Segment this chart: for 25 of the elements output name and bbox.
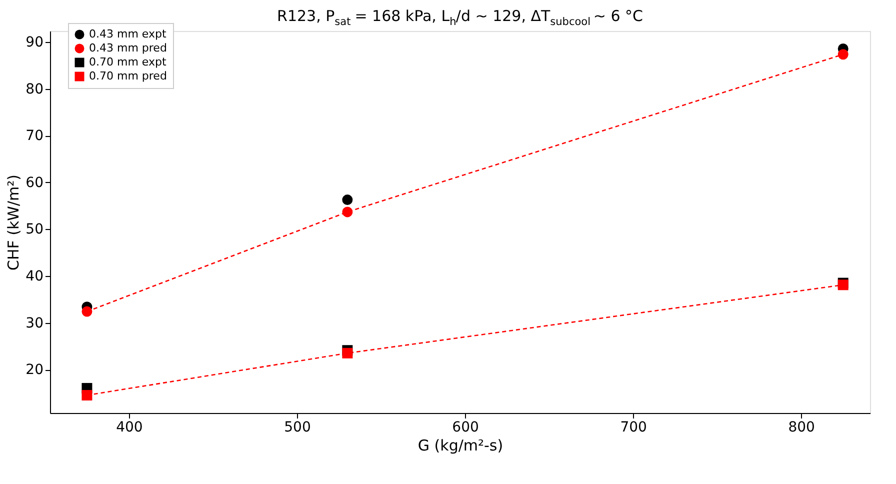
y-axis-title: CHF (kW/m²) [4, 174, 23, 271]
x-tick-label: 800 [788, 420, 815, 436]
legend-label: 0.70 mm expt [89, 56, 167, 68]
y-tick-label: 30 [26, 315, 44, 332]
x-axis-title: G (kg/m²-s) [418, 436, 504, 454]
point [342, 206, 353, 218]
y-tick-label: 50 [26, 222, 44, 238]
y-tick-label: 40 [26, 268, 44, 285]
y-tick-label: 90 [26, 34, 44, 51]
point [82, 306, 92, 317]
legend-label: 0.43 mm expt [89, 28, 167, 40]
x-tick-label: 700 [620, 420, 647, 436]
y-tick-label: 60 [26, 174, 44, 191]
legend-label: 0.70 mm pred [89, 70, 167, 82]
legend-label: 0.43 mm pred [89, 42, 167, 54]
point [342, 348, 353, 358]
y-tick-label: 80 [26, 81, 44, 98]
point [82, 390, 92, 400]
point [838, 49, 848, 60]
point [342, 194, 353, 206]
y-tick-label: 70 [26, 128, 44, 144]
x-tick-label: 600 [452, 420, 479, 436]
x-tick-label: 400 [116, 420, 143, 436]
x-tick-label: 500 [284, 420, 311, 436]
y-tick-label: 20 [26, 362, 44, 378]
